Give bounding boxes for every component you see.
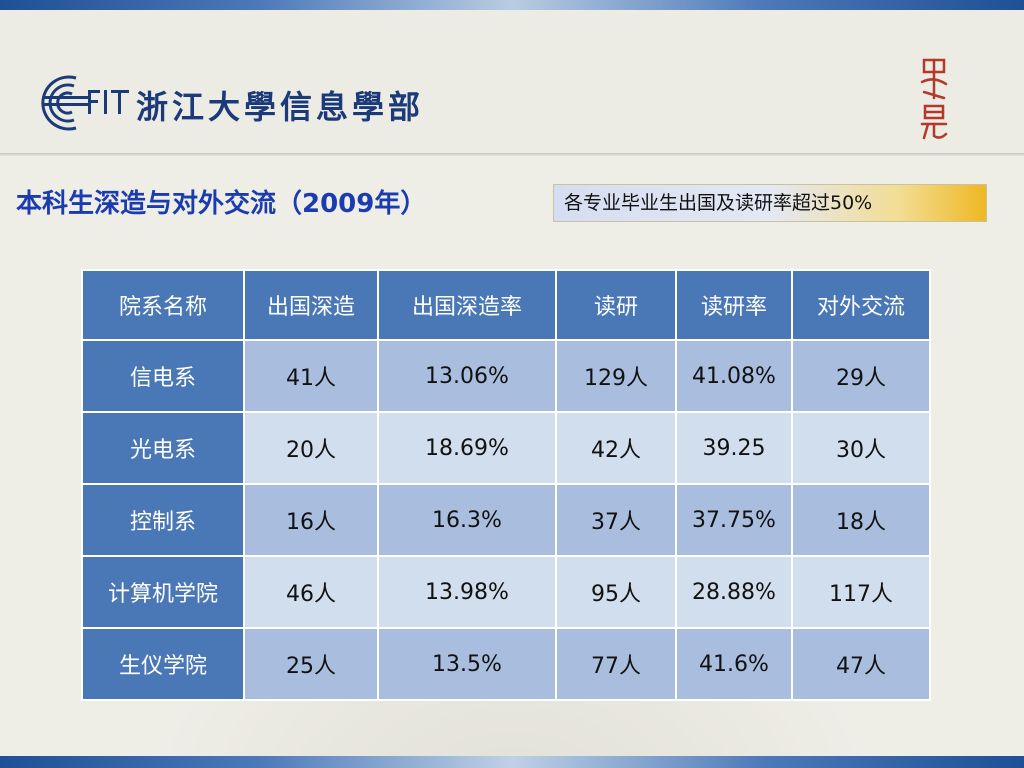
table-row: 控制系 16人 16.3% 37人 37.75% 18人: [81, 483, 931, 557]
table-cell: 20人: [243, 411, 379, 485]
table-cell: 18人: [791, 483, 931, 557]
table-row: 信电系 41人 13.06% 129人 41.08% 29人: [81, 339, 931, 413]
table-cell: 117人: [791, 555, 931, 629]
table-cell: 16.3%: [377, 483, 557, 557]
table-cell: 95人: [555, 555, 677, 629]
table-row: 生仪学院 25人 13.5% 77人 41.6% 47人: [81, 627, 931, 701]
column-header: 院系名称: [81, 269, 245, 341]
table-cell: 39.25: [675, 411, 793, 485]
table-cell: 18.69%: [377, 411, 557, 485]
table-cell: 46人: [243, 555, 379, 629]
department-cell: 计算机学院: [81, 555, 245, 629]
table-cell: 28.88%: [675, 555, 793, 629]
highlight-note: 各专业毕业生出国及读研率超过50%: [553, 184, 987, 222]
table-cell: 37人: [555, 483, 677, 557]
table-cell: 41.6%: [675, 627, 793, 701]
department-cell: 生仪学院: [81, 627, 245, 701]
table-cell: 41人: [243, 339, 379, 413]
table-cell: 29人: [791, 339, 931, 413]
table-cell: 37.75%: [675, 483, 793, 557]
table-row: 计算机学院 46人 13.98% 95人 28.88% 117人: [81, 555, 931, 629]
table-cell: 13.06%: [377, 339, 557, 413]
table-cell: 41.08%: [675, 339, 793, 413]
slide-title: 本科生深造与对外交流（2009年）: [16, 189, 427, 219]
table-header-row: 院系名称 出国深造 出国深造率 读研 读研率 对外交流: [81, 269, 931, 341]
table-cell: 129人: [555, 339, 677, 413]
department-cell: 控制系: [81, 483, 245, 557]
header-band: [0, 10, 1024, 156]
table-cell: 30人: [791, 411, 931, 485]
school-name: 浙江大學信息學部: [136, 88, 425, 126]
department-cell: 光电系: [81, 411, 245, 485]
table-cell: 25人: [243, 627, 379, 701]
seal-icon: [920, 58, 948, 140]
table-cell: 13.5%: [377, 627, 557, 701]
table-cell: 13.98%: [377, 555, 557, 629]
fit-logo-icon: [41, 75, 129, 131]
top-decor-bar: [0, 0, 1024, 10]
column-header: 出国深造: [243, 269, 379, 341]
table-cell: 77人: [555, 627, 677, 701]
table-cell: 47人: [791, 627, 931, 701]
table-cell: 42人: [555, 411, 677, 485]
column-header: 读研率: [675, 269, 793, 341]
stats-table: 院系名称 出国深造 出国深造率 读研 读研率 对外交流 信电系 41人 13.0…: [81, 269, 931, 701]
bottom-decor-bar: [0, 756, 1024, 768]
table-cell: 16人: [243, 483, 379, 557]
column-header: 对外交流: [791, 269, 931, 341]
header-divider: [0, 153, 1024, 156]
column-header: 读研: [555, 269, 677, 341]
table-row: 光电系 20人 18.69% 42人 39.25 30人: [81, 411, 931, 485]
department-cell: 信电系: [81, 339, 245, 413]
column-header: 出国深造率: [377, 269, 557, 341]
